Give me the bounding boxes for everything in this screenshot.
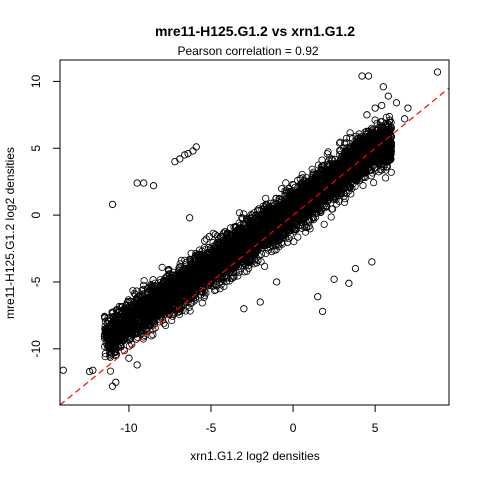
data-points bbox=[59, 68, 442, 390]
data-point bbox=[133, 361, 141, 369]
data-point bbox=[327, 213, 335, 221]
data-point bbox=[184, 149, 192, 158]
data-point bbox=[201, 237, 209, 245]
dense-point-cloud bbox=[100, 112, 396, 375]
chart-subtitle: Pearson correlation = 0.92 bbox=[177, 44, 318, 58]
data-point bbox=[378, 101, 386, 110]
data-point bbox=[149, 182, 158, 190]
data-point bbox=[433, 68, 442, 76]
data-point bbox=[381, 174, 390, 182]
data-point bbox=[392, 99, 401, 107]
data-point bbox=[112, 378, 120, 386]
data-point bbox=[108, 200, 117, 209]
data-point bbox=[401, 115, 409, 123]
data-point bbox=[186, 214, 194, 222]
data-point bbox=[335, 139, 344, 147]
data-point bbox=[149, 331, 157, 339]
data-point bbox=[133, 179, 141, 187]
data-point bbox=[318, 307, 327, 316]
data-point bbox=[330, 275, 338, 283]
data-point bbox=[359, 181, 367, 190]
data-point bbox=[358, 72, 366, 80]
data-point bbox=[129, 287, 137, 295]
data-point bbox=[181, 151, 189, 159]
data-point bbox=[171, 157, 179, 166]
data-point bbox=[262, 249, 270, 258]
data-point bbox=[235, 209, 244, 217]
data-point bbox=[368, 258, 376, 266]
data-point bbox=[294, 233, 302, 241]
data-point bbox=[235, 268, 243, 276]
data-point bbox=[260, 262, 269, 270]
data-point bbox=[85, 367, 94, 376]
data-point bbox=[332, 200, 341, 208]
data-point bbox=[198, 299, 206, 307]
data-point bbox=[314, 293, 322, 301]
chart-title: mre11-H125.G1.2 vs xrn1.G1.2 bbox=[155, 23, 355, 39]
data-point bbox=[240, 305, 248, 313]
data-point bbox=[227, 224, 235, 232]
data-point bbox=[89, 366, 97, 374]
data-point bbox=[216, 285, 224, 293]
data-point bbox=[273, 278, 281, 286]
x-axis-label: xrn1.G1.2 log2 densities bbox=[190, 449, 319, 463]
data-point bbox=[351, 264, 360, 273]
data-point bbox=[384, 92, 392, 100]
data-point bbox=[257, 258, 265, 266]
data-point bbox=[363, 111, 371, 119]
data-point bbox=[256, 298, 264, 306]
data-point bbox=[345, 279, 353, 287]
y-axis-label: mre11-H125.G1.2 log2 densities bbox=[3, 147, 17, 319]
data-point bbox=[371, 104, 379, 112]
data-point bbox=[125, 354, 133, 362]
data-point bbox=[379, 83, 387, 91]
data-point bbox=[404, 104, 412, 112]
